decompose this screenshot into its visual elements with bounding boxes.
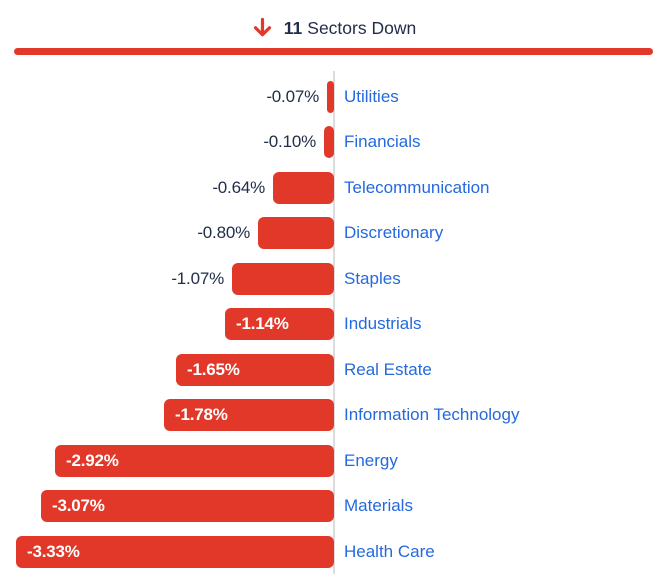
sector-row: -0.64% Telecommunication bbox=[0, 165, 667, 211]
sector-bar[interactable] bbox=[324, 126, 334, 159]
bar-zone: -3.07% bbox=[0, 490, 334, 523]
value-label: -0.80% bbox=[197, 223, 250, 243]
bar-zone: -1.07% bbox=[0, 262, 334, 295]
sector-row: -0.10% Financials bbox=[0, 120, 667, 166]
sector-name-link[interactable]: Materials bbox=[344, 496, 413, 516]
bar-zone: -0.10% bbox=[0, 126, 334, 159]
value-label: -3.07% bbox=[52, 496, 105, 516]
sector-bar[interactable]: -3.33% bbox=[16, 535, 334, 568]
sector-bar[interactable] bbox=[273, 171, 334, 204]
bar-zone: -0.07% bbox=[0, 80, 334, 113]
arrow-down-icon bbox=[251, 16, 274, 40]
header: 11 Sectors Down bbox=[0, 0, 667, 43]
axis-line bbox=[333, 71, 335, 574]
bar-zone: -1.14% bbox=[0, 308, 334, 341]
header-text: Sectors Down bbox=[307, 17, 417, 38]
sector-row: -0.07% Utilities bbox=[0, 74, 667, 120]
sector-row: -1.65% Real Estate bbox=[0, 347, 667, 393]
sector-bar[interactable] bbox=[232, 262, 334, 295]
bar-zone: -0.80% bbox=[0, 217, 334, 250]
sector-row: -1.07% Staples bbox=[0, 256, 667, 302]
sector-bar[interactable]: -2.92% bbox=[55, 444, 334, 477]
value-label: -1.65% bbox=[187, 359, 240, 379]
sector-name-link[interactable]: Staples bbox=[344, 268, 401, 288]
sector-bar[interactable] bbox=[327, 80, 334, 113]
sector-name-link[interactable]: Discretionary bbox=[344, 223, 444, 243]
sector-name-link[interactable]: Financials bbox=[344, 132, 421, 152]
sector-bar[interactable] bbox=[258, 217, 334, 250]
sector-row: -1.14% Industrials bbox=[0, 302, 667, 348]
sector-name-link[interactable]: Health Care bbox=[344, 541, 435, 561]
sector-row: -3.33% Health Care bbox=[0, 529, 667, 574]
sector-name-link[interactable]: Telecommunication bbox=[344, 177, 490, 197]
sector-bar[interactable]: -1.14% bbox=[225, 308, 334, 341]
sector-bar[interactable]: -1.78% bbox=[164, 399, 334, 432]
sector-row: -1.78% Information Technology bbox=[0, 393, 667, 439]
bar-zone: -2.92% bbox=[0, 444, 334, 477]
red-divider bbox=[14, 48, 653, 55]
value-label: -3.33% bbox=[27, 541, 80, 561]
sector-count: 11 bbox=[283, 17, 303, 38]
value-label: -1.78% bbox=[175, 405, 228, 425]
value-label: -0.10% bbox=[263, 132, 316, 152]
bar-zone: -1.78% bbox=[0, 399, 334, 432]
sector-name-link[interactable]: Industrials bbox=[344, 314, 422, 334]
sector-bar[interactable]: -1.65% bbox=[176, 353, 334, 386]
sector-name-link[interactable]: Utilities bbox=[344, 86, 399, 106]
sector-row: -0.80% Discretionary bbox=[0, 211, 667, 257]
bar-zone: -1.65% bbox=[0, 353, 334, 386]
bar-zone: -3.33% bbox=[0, 535, 334, 568]
value-label: -2.92% bbox=[66, 450, 119, 470]
value-label: -1.07% bbox=[171, 268, 224, 288]
value-label: -1.14% bbox=[236, 314, 289, 334]
value-label: -0.07% bbox=[266, 86, 319, 106]
sector-row: -2.92% Energy bbox=[0, 438, 667, 484]
sector-name-link[interactable]: Energy bbox=[344, 450, 398, 470]
sectors-bar-chart: -0.07% Utilities -0.10% Financials -0.64% Tel… bbox=[0, 71, 667, 574]
sector-row: -3.07% Materials bbox=[0, 484, 667, 530]
bar-zone: -0.64% bbox=[0, 171, 334, 204]
header-title: 11 Sectors Down bbox=[284, 18, 416, 39]
sector-bar[interactable]: -3.07% bbox=[41, 490, 334, 523]
sector-name-link[interactable]: Real Estate bbox=[344, 359, 432, 379]
value-label: -0.64% bbox=[212, 177, 265, 197]
sector-name-link[interactable]: Information Technology bbox=[344, 405, 520, 425]
